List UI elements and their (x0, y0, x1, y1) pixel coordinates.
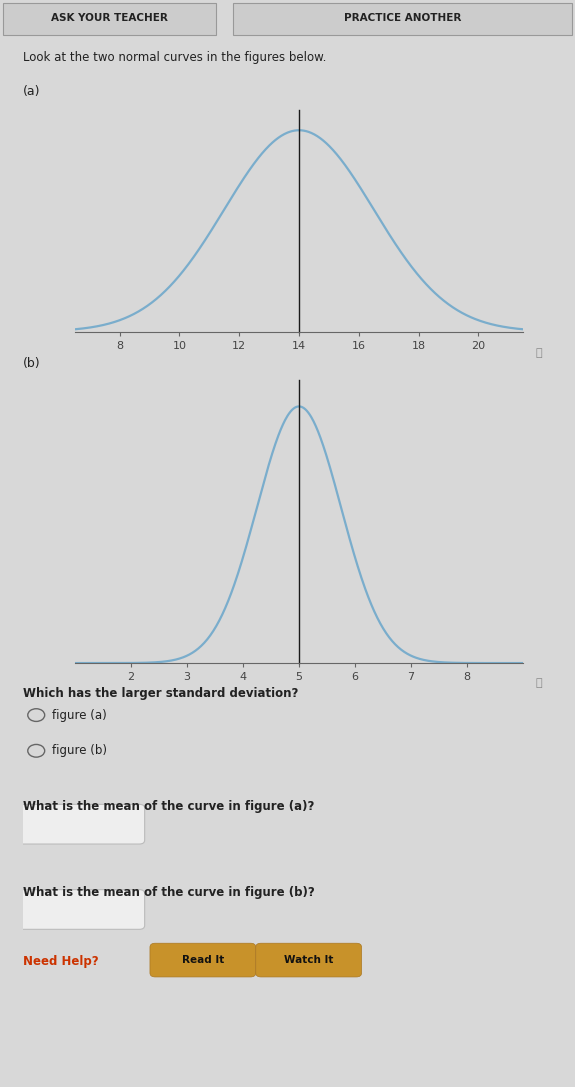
FancyBboxPatch shape (18, 804, 145, 844)
Text: What is the mean of the curve in figure (a)?: What is the mean of the curve in figure … (23, 800, 315, 813)
FancyBboxPatch shape (233, 2, 572, 35)
FancyBboxPatch shape (18, 889, 145, 929)
Text: figure (b): figure (b) (52, 745, 107, 758)
Text: Look at the two normal curves in the figures below.: Look at the two normal curves in the fig… (23, 51, 327, 64)
Text: Read It: Read It (182, 954, 224, 965)
Text: PRACTICE ANOTHER: PRACTICE ANOTHER (344, 13, 461, 23)
Text: (a): (a) (23, 85, 40, 98)
Text: ⓘ: ⓘ (536, 678, 542, 688)
Text: Which has the larger standard deviation?: Which has the larger standard deviation? (23, 687, 298, 700)
FancyBboxPatch shape (150, 944, 256, 977)
Text: figure (a): figure (a) (52, 709, 107, 722)
Text: ⓘ: ⓘ (536, 348, 542, 358)
Text: Watch It: Watch It (284, 954, 334, 965)
FancyBboxPatch shape (256, 944, 362, 977)
FancyBboxPatch shape (3, 2, 216, 35)
Text: (b): (b) (23, 357, 41, 370)
Text: ASK YOUR TEACHER: ASK YOUR TEACHER (51, 13, 168, 23)
Text: Need Help?: Need Help? (23, 954, 99, 967)
Text: What is the mean of the curve in figure (b)?: What is the mean of the curve in figure … (23, 886, 315, 899)
